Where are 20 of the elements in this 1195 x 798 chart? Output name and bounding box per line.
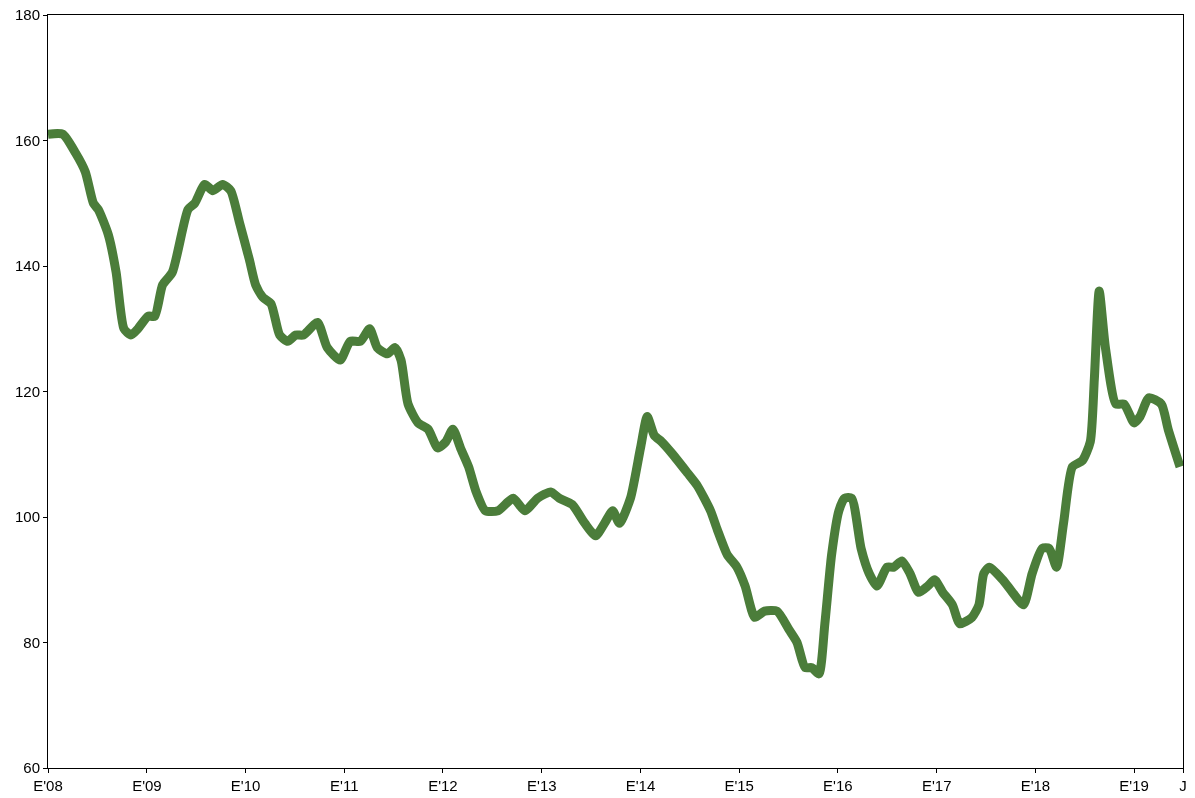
- x-tick-label: E'08: [33, 777, 63, 794]
- x-tick-label: E'10: [230, 777, 261, 794]
- x-tick-label: E'18: [1020, 777, 1051, 794]
- x-tick-label: E'15: [724, 777, 754, 794]
- y-tick-label: 80: [23, 633, 40, 651]
- y-tick-label: 140: [14, 257, 40, 275]
- y-tick-label: 160: [14, 131, 40, 149]
- y-tick-label: 180: [14, 6, 40, 24]
- x-tick-label: E'13: [527, 777, 557, 794]
- x-tick-label: E'19: [1119, 777, 1149, 794]
- x-tick-label: E'17: [921, 777, 952, 794]
- x-tick-label: J: [1179, 777, 1187, 794]
- x-tick-label: E'12: [428, 777, 458, 794]
- x-tick-label: E'11: [330, 777, 359, 794]
- x-tick-label: E'14: [625, 777, 656, 794]
- y-tick-label: 60: [23, 759, 40, 777]
- y-tick-label: 100: [14, 508, 40, 526]
- y-tick-label: 120: [14, 382, 40, 400]
- x-tick-label: E'09: [132, 777, 162, 794]
- x-tick-label: E'16: [823, 777, 853, 794]
